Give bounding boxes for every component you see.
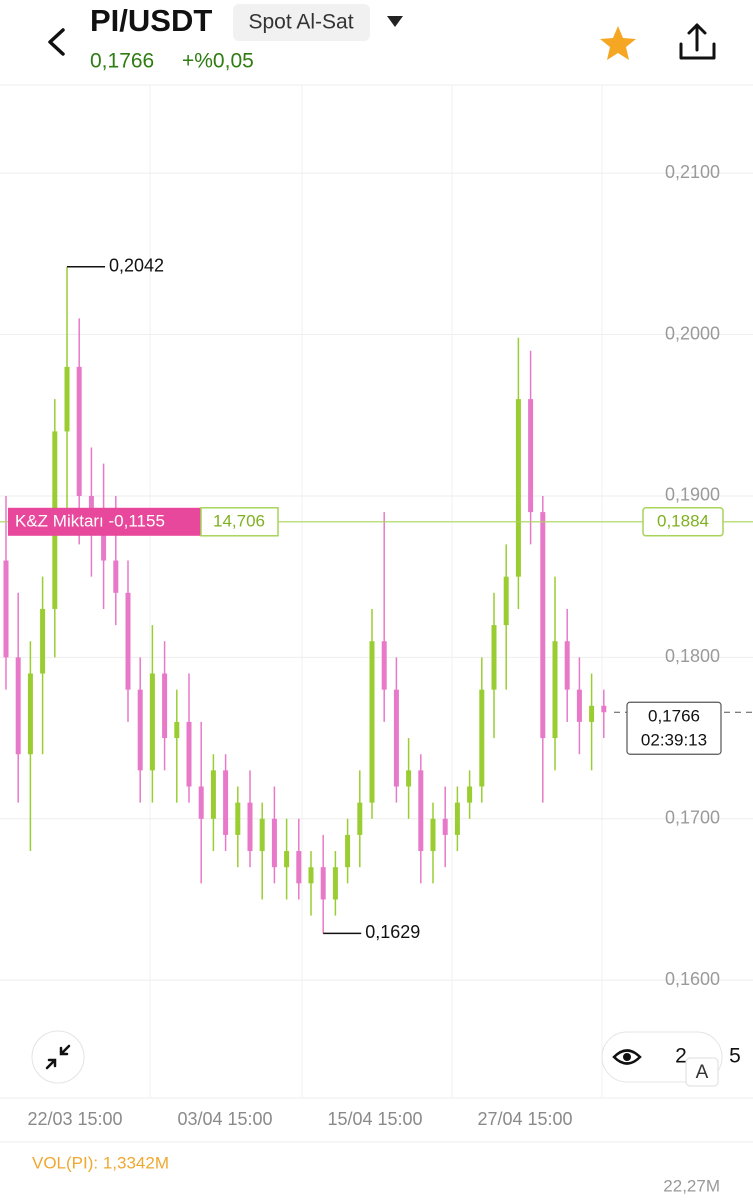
candle-body bbox=[515, 399, 521, 577]
control-a: A bbox=[696, 1062, 709, 1083]
candle-body bbox=[369, 641, 375, 803]
candle-body bbox=[235, 802, 241, 835]
candle-body bbox=[149, 673, 155, 771]
back-button[interactable] bbox=[48, 28, 65, 56]
candle-body bbox=[467, 786, 473, 803]
favorite-star[interactable] bbox=[600, 26, 636, 60]
dropdown-icon[interactable] bbox=[387, 16, 403, 27]
candle-body bbox=[15, 657, 21, 755]
x-tick-label: 03/04 15:00 bbox=[177, 1109, 272, 1129]
candle-body bbox=[430, 818, 436, 852]
last-price-label: 0,1766 bbox=[648, 707, 700, 726]
y-tick-label: 0,2000 bbox=[665, 323, 720, 343]
candle-body bbox=[601, 705, 607, 713]
candle-body bbox=[552, 641, 558, 739]
collapse-icon bbox=[45, 1044, 71, 1070]
control-5: 5 bbox=[729, 1045, 741, 1068]
vertical-grid bbox=[149, 86, 603, 1098]
market-pill[interactable] bbox=[233, 4, 370, 41]
last-price-box bbox=[626, 701, 722, 755]
candle-body bbox=[491, 625, 497, 690]
candle-body bbox=[381, 641, 387, 690]
candle-body bbox=[406, 770, 412, 787]
candle-body bbox=[210, 770, 216, 819]
candle-body bbox=[247, 802, 253, 852]
candle-body bbox=[113, 560, 119, 593]
collapse-button[interactable] bbox=[31, 1030, 85, 1084]
candle-body bbox=[357, 802, 363, 835]
countdown-label: 02:39:13 bbox=[641, 731, 707, 750]
y-tick-label: 0,1600 bbox=[665, 969, 720, 989]
x-tick-label: 27/04 15:00 bbox=[477, 1109, 572, 1129]
eye-pupil bbox=[623, 1053, 631, 1061]
amount-label: 14,706 bbox=[213, 511, 265, 530]
candle-body bbox=[528, 399, 534, 513]
candles bbox=[3, 266, 607, 934]
candle-body bbox=[76, 366, 82, 496]
candle-body bbox=[296, 851, 302, 884]
candle-body bbox=[198, 786, 204, 819]
position-price-box bbox=[642, 507, 724, 537]
candle-body bbox=[479, 689, 485, 787]
candle-body bbox=[454, 802, 460, 835]
candle-body bbox=[64, 366, 70, 432]
candle-body bbox=[174, 721, 180, 739]
candle-body bbox=[308, 867, 314, 884]
position-price-label: 0,1884 bbox=[657, 511, 709, 530]
overlay: 0,2042 0,1629 K&Z Miktarı -0,1155 14,706 0,1… bbox=[0, 256, 753, 942]
candle-body bbox=[564, 641, 570, 690]
y-tick-label: 0,1800 bbox=[665, 646, 720, 666]
share-button[interactable] bbox=[679, 23, 716, 60]
y-tick-label: 0,1900 bbox=[665, 485, 720, 505]
candle-body bbox=[137, 689, 143, 771]
candle-body bbox=[540, 512, 546, 739]
auto-button[interactable] bbox=[685, 1057, 719, 1087]
y-tick-label: 0,1700 bbox=[665, 808, 720, 828]
candle-body bbox=[503, 576, 509, 626]
control-2: 2 bbox=[675, 1045, 687, 1068]
candle-body bbox=[393, 689, 399, 787]
candle-body bbox=[40, 608, 46, 674]
candle-body bbox=[125, 592, 131, 690]
candle-body bbox=[3, 560, 9, 658]
candle-body bbox=[332, 867, 338, 900]
candle-body bbox=[259, 818, 265, 852]
volume-axis-label: 22,27M bbox=[663, 1176, 720, 1195]
candle-body bbox=[576, 689, 582, 722]
candle-body bbox=[345, 834, 351, 868]
candle-body bbox=[442, 818, 448, 835]
candle-body bbox=[27, 673, 33, 755]
grid: 0,1600 0,1700 0,1800 0,1900 0,2000 0,2100 22/0… bbox=[0, 162, 753, 1129]
eye-icon bbox=[612, 1049, 642, 1065]
candle-body bbox=[320, 867, 326, 900]
candle-body bbox=[162, 673, 168, 739]
x-tick-label: 15/04 15:00 bbox=[327, 1109, 422, 1129]
y-tick-label: 0,2100 bbox=[665, 162, 720, 182]
candle-body bbox=[271, 818, 277, 868]
candle-body bbox=[589, 705, 595, 722]
market-label: Spot Al-Sat bbox=[248, 11, 353, 34]
volume-label: VOL(PI): 1,3342M bbox=[32, 1153, 169, 1172]
pair-title: PI/USDT bbox=[90, 3, 212, 38]
max-marker-label: 0,2042 bbox=[109, 256, 164, 276]
candle-body bbox=[223, 770, 229, 835]
x-tick-label: 22/03 15:00 bbox=[27, 1109, 122, 1129]
pnl-label: K&Z Miktarı -0,1155 bbox=[15, 511, 165, 530]
amount-box bbox=[200, 507, 279, 537]
last-price: 0,1766 bbox=[90, 50, 154, 73]
candle-body bbox=[101, 528, 107, 561]
price-change: +%0,05 bbox=[182, 50, 254, 73]
candle-body bbox=[284, 851, 290, 868]
candle-body bbox=[186, 721, 192, 787]
pnl-box bbox=[8, 507, 201, 536]
min-marker-label: 0,1629 bbox=[365, 922, 420, 942]
candle-body bbox=[418, 770, 424, 852]
